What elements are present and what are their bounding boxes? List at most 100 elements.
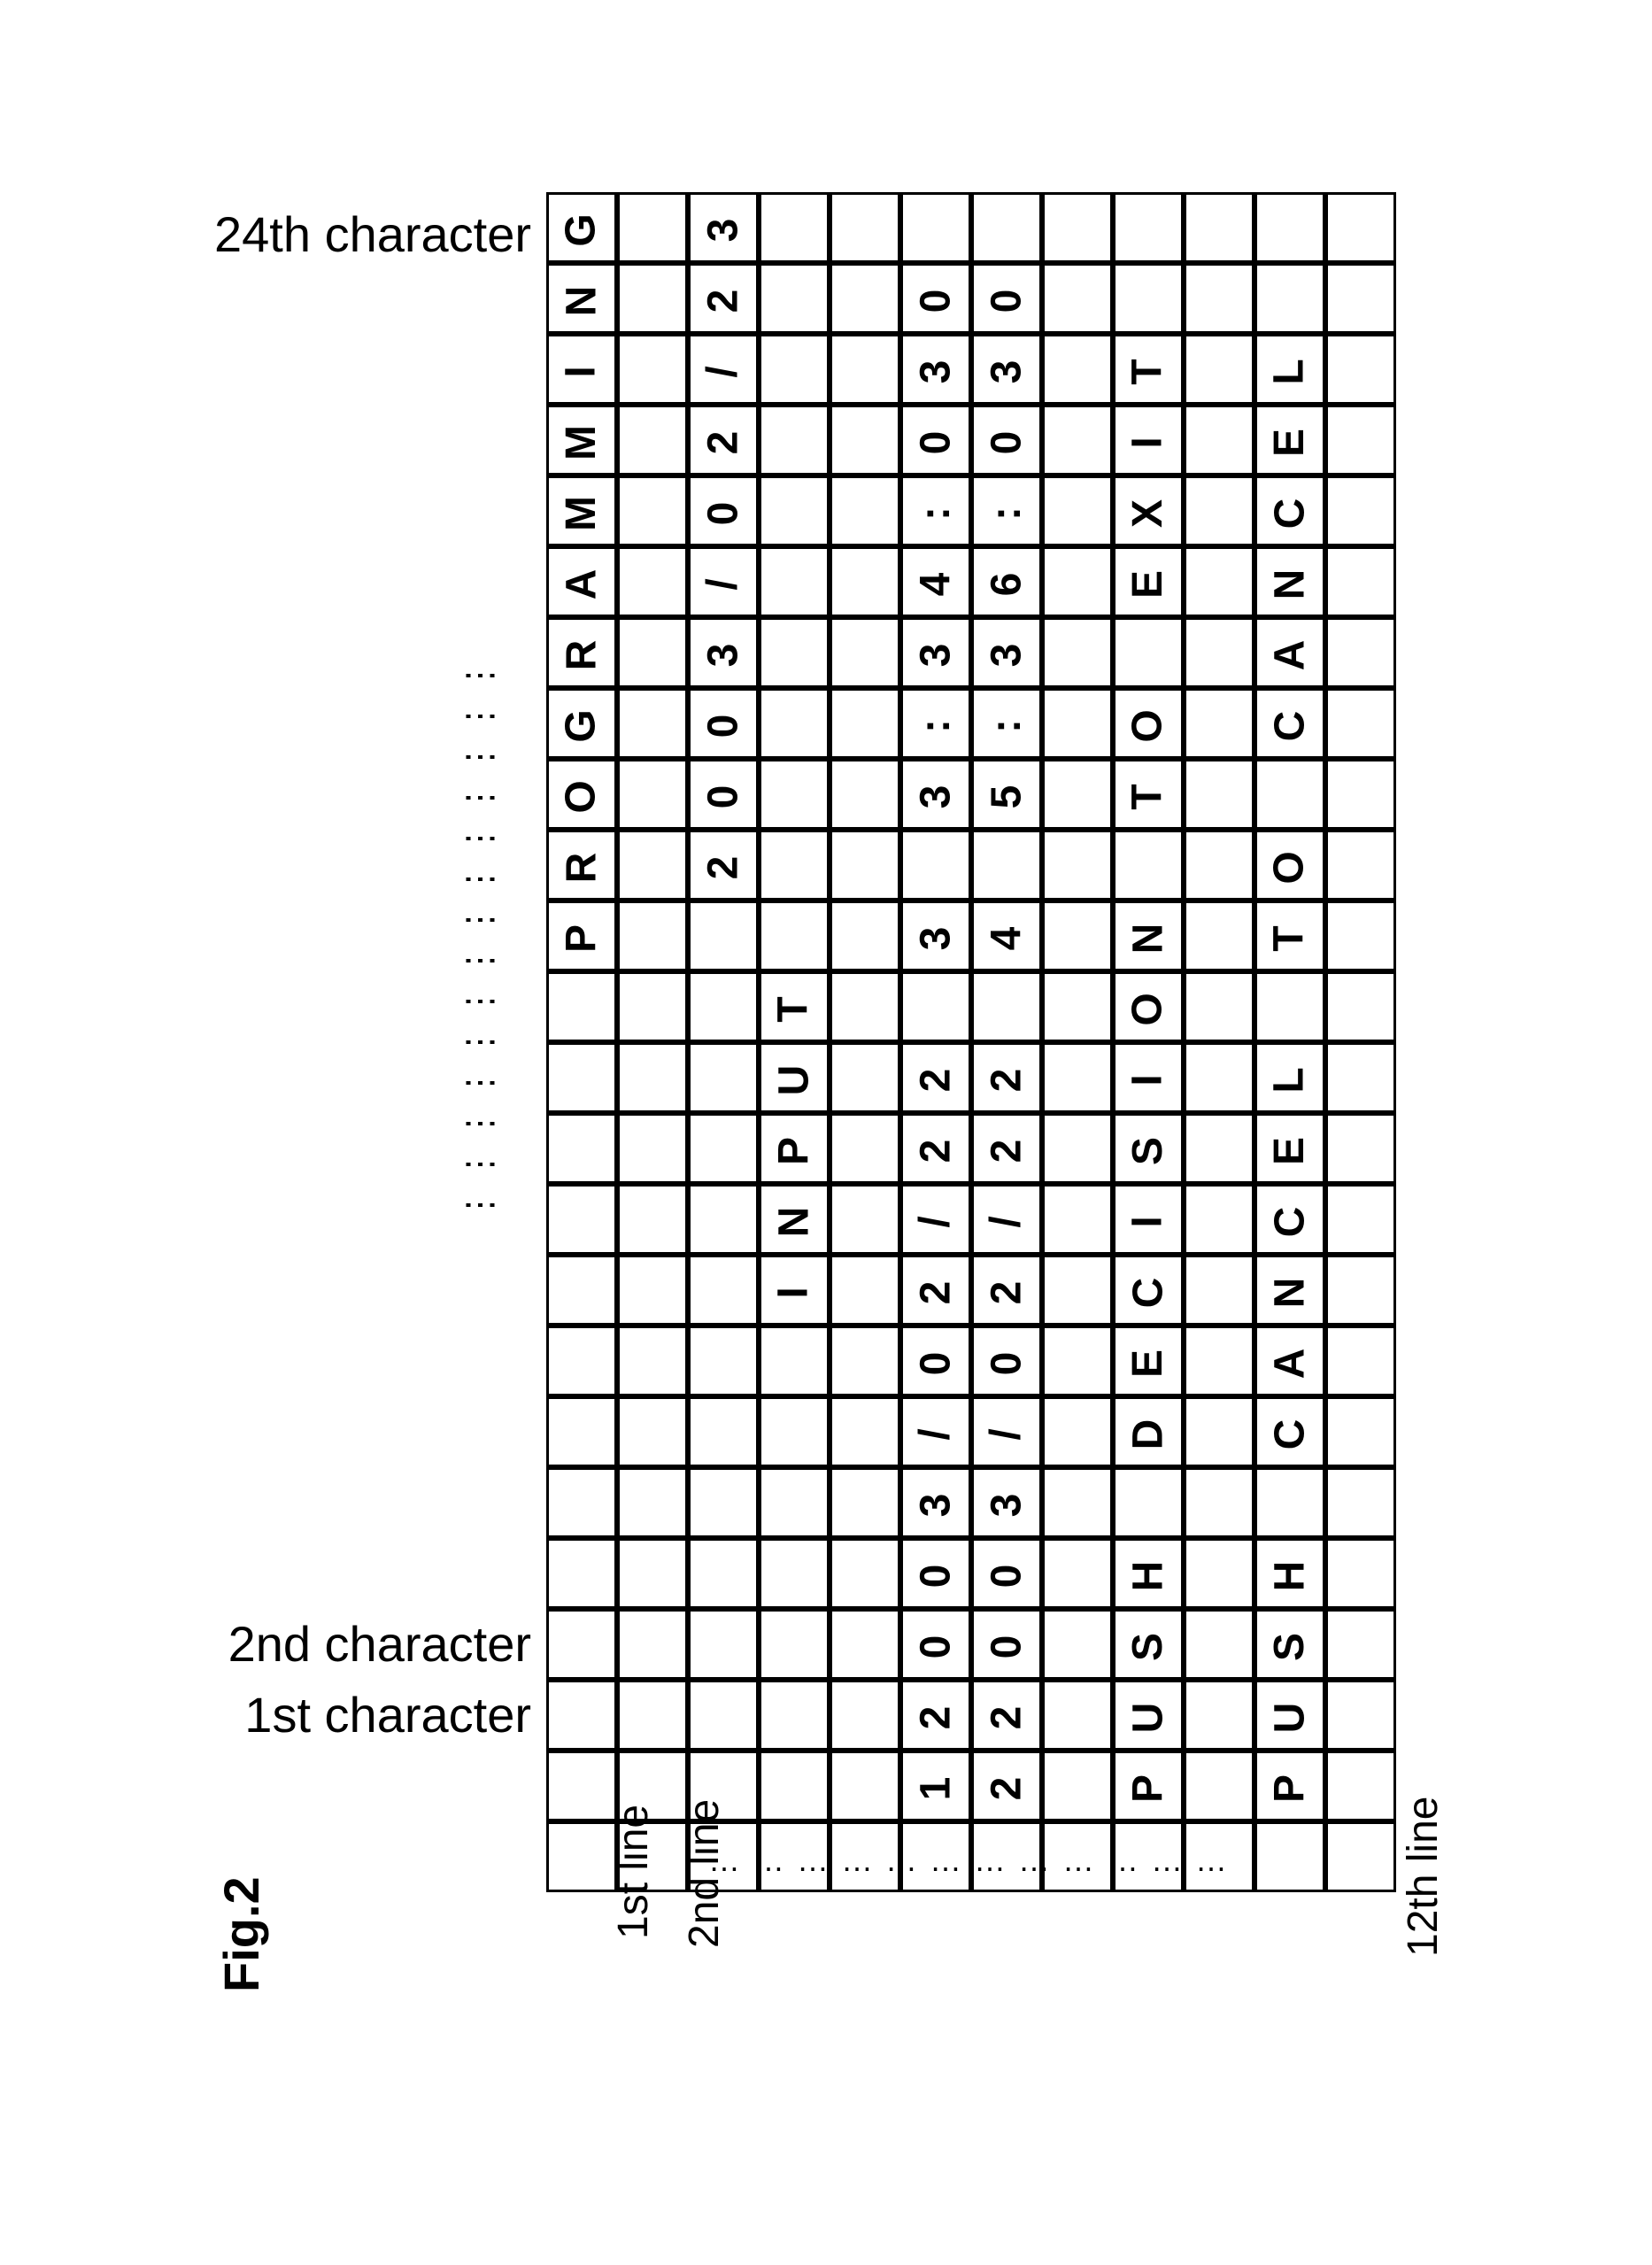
grid-cell: H	[1113, 1538, 1184, 1609]
grid-cell	[1184, 1538, 1254, 1609]
grid-cell: N	[546, 263, 617, 334]
grid-cell	[617, 617, 688, 688]
grid-cell: G	[546, 688, 617, 759]
grid-cell	[830, 830, 900, 901]
grid-cell	[1184, 1326, 1254, 1396]
grid-cell	[1184, 263, 1254, 334]
grid-cell	[759, 688, 830, 759]
grid-cell: 2	[900, 1113, 971, 1184]
grid-cell	[688, 1609, 759, 1680]
grid-cell	[830, 1255, 900, 1326]
grid-cell	[1325, 1042, 1396, 1113]
grid-cell: E	[1113, 1326, 1184, 1396]
grid-cell	[900, 830, 971, 901]
grid-cell: P	[1113, 1751, 1184, 1821]
grid-cell: 3	[900, 617, 971, 688]
grid-cell	[1184, 1680, 1254, 1751]
grid-cell	[971, 830, 1042, 901]
grid-cell	[1042, 334, 1113, 405]
grid-cell: 5	[971, 759, 1042, 830]
grid-cell	[1325, 1538, 1396, 1609]
grid-cell: I	[1113, 405, 1184, 475]
grid-cell: A	[1254, 617, 1325, 688]
grid-cell	[617, 1184, 688, 1255]
label-24th-character: 24th character	[71, 205, 531, 263]
grid-cell: E	[1254, 405, 1325, 475]
grid-cell: T	[1254, 901, 1325, 971]
grid-cell: 3	[971, 334, 1042, 405]
grid-cell: C	[1254, 1184, 1325, 1255]
grid-cell	[1184, 192, 1254, 263]
grid-cell	[688, 971, 759, 1042]
grid-cell: 3	[971, 617, 1042, 688]
grid-cell	[1042, 546, 1113, 617]
grid-cell	[546, 1113, 617, 1184]
grid-cell: 0	[971, 405, 1042, 475]
grid-cell	[1042, 475, 1113, 546]
grid-cell: 2	[971, 1113, 1042, 1184]
grid-cell: O	[1254, 830, 1325, 901]
grid-cell	[830, 1609, 900, 1680]
grid-cell	[546, 1821, 617, 1892]
grid-cell	[1325, 901, 1396, 971]
grid-cell	[617, 334, 688, 405]
grid-cell	[1254, 263, 1325, 334]
grid-cell	[1042, 1184, 1113, 1255]
grid-cell: 2	[688, 263, 759, 334]
grid-cell: X	[1113, 475, 1184, 546]
grid-cell	[617, 1255, 688, 1326]
grid-cell	[1113, 263, 1184, 334]
grid-cell: M	[546, 475, 617, 546]
grid-cell: 2	[971, 1255, 1042, 1326]
grid-cell: O	[546, 759, 617, 830]
grid-cell: 1	[900, 1751, 971, 1821]
grid-cell: A	[546, 546, 617, 617]
grid-cell	[830, 405, 900, 475]
grid-cell: 0	[900, 405, 971, 475]
grid-cell: U	[1113, 1680, 1184, 1751]
grid-cell	[1042, 1326, 1113, 1396]
grid-cell	[830, 759, 900, 830]
grid-cell: I	[1113, 1042, 1184, 1113]
grid-cell	[546, 1751, 617, 1821]
grid-cell	[688, 1538, 759, 1609]
grid-cell	[1254, 759, 1325, 830]
grid-cell	[1184, 971, 1254, 1042]
grid-cell	[1042, 688, 1113, 759]
grid-cell: /	[900, 1184, 971, 1255]
grid-cell	[830, 1680, 900, 1751]
grid-cell	[546, 1255, 617, 1326]
grid-cell	[1325, 1113, 1396, 1184]
grid-cell	[546, 971, 617, 1042]
grid-cell	[688, 1467, 759, 1538]
grid-cell: 3	[688, 192, 759, 263]
grid-cell	[759, 192, 830, 263]
grid-cell	[1325, 1609, 1396, 1680]
grid-cell	[1184, 546, 1254, 617]
grid-cell: U	[759, 1042, 830, 1113]
grid-cell: 3	[688, 617, 759, 688]
grid-cell	[617, 405, 688, 475]
grid-cell: L	[1254, 334, 1325, 405]
grid-cell	[830, 1326, 900, 1396]
grid-cell	[1325, 405, 1396, 475]
grid-cell	[1113, 830, 1184, 901]
grid-cell	[1042, 830, 1113, 901]
grid-cell	[1325, 1255, 1396, 1326]
grid-cell	[759, 1326, 830, 1396]
grid-cell	[1042, 1396, 1113, 1467]
grid-cell	[1184, 759, 1254, 830]
grid-cell: I	[1113, 1184, 1184, 1255]
grid-cell	[617, 1538, 688, 1609]
grid-cell: 0	[900, 1326, 971, 1396]
grid-cell	[830, 1751, 900, 1821]
grid-cell	[1325, 475, 1396, 546]
grid-cell	[1184, 1751, 1254, 1821]
grid-cell: I	[546, 334, 617, 405]
grid-cell	[830, 334, 900, 405]
grid-cell: 2	[971, 1042, 1042, 1113]
grid-cell: N	[1113, 901, 1184, 971]
grid-cell: 0	[688, 475, 759, 546]
grid-cell: E	[1113, 546, 1184, 617]
grid-cell	[546, 1326, 617, 1396]
